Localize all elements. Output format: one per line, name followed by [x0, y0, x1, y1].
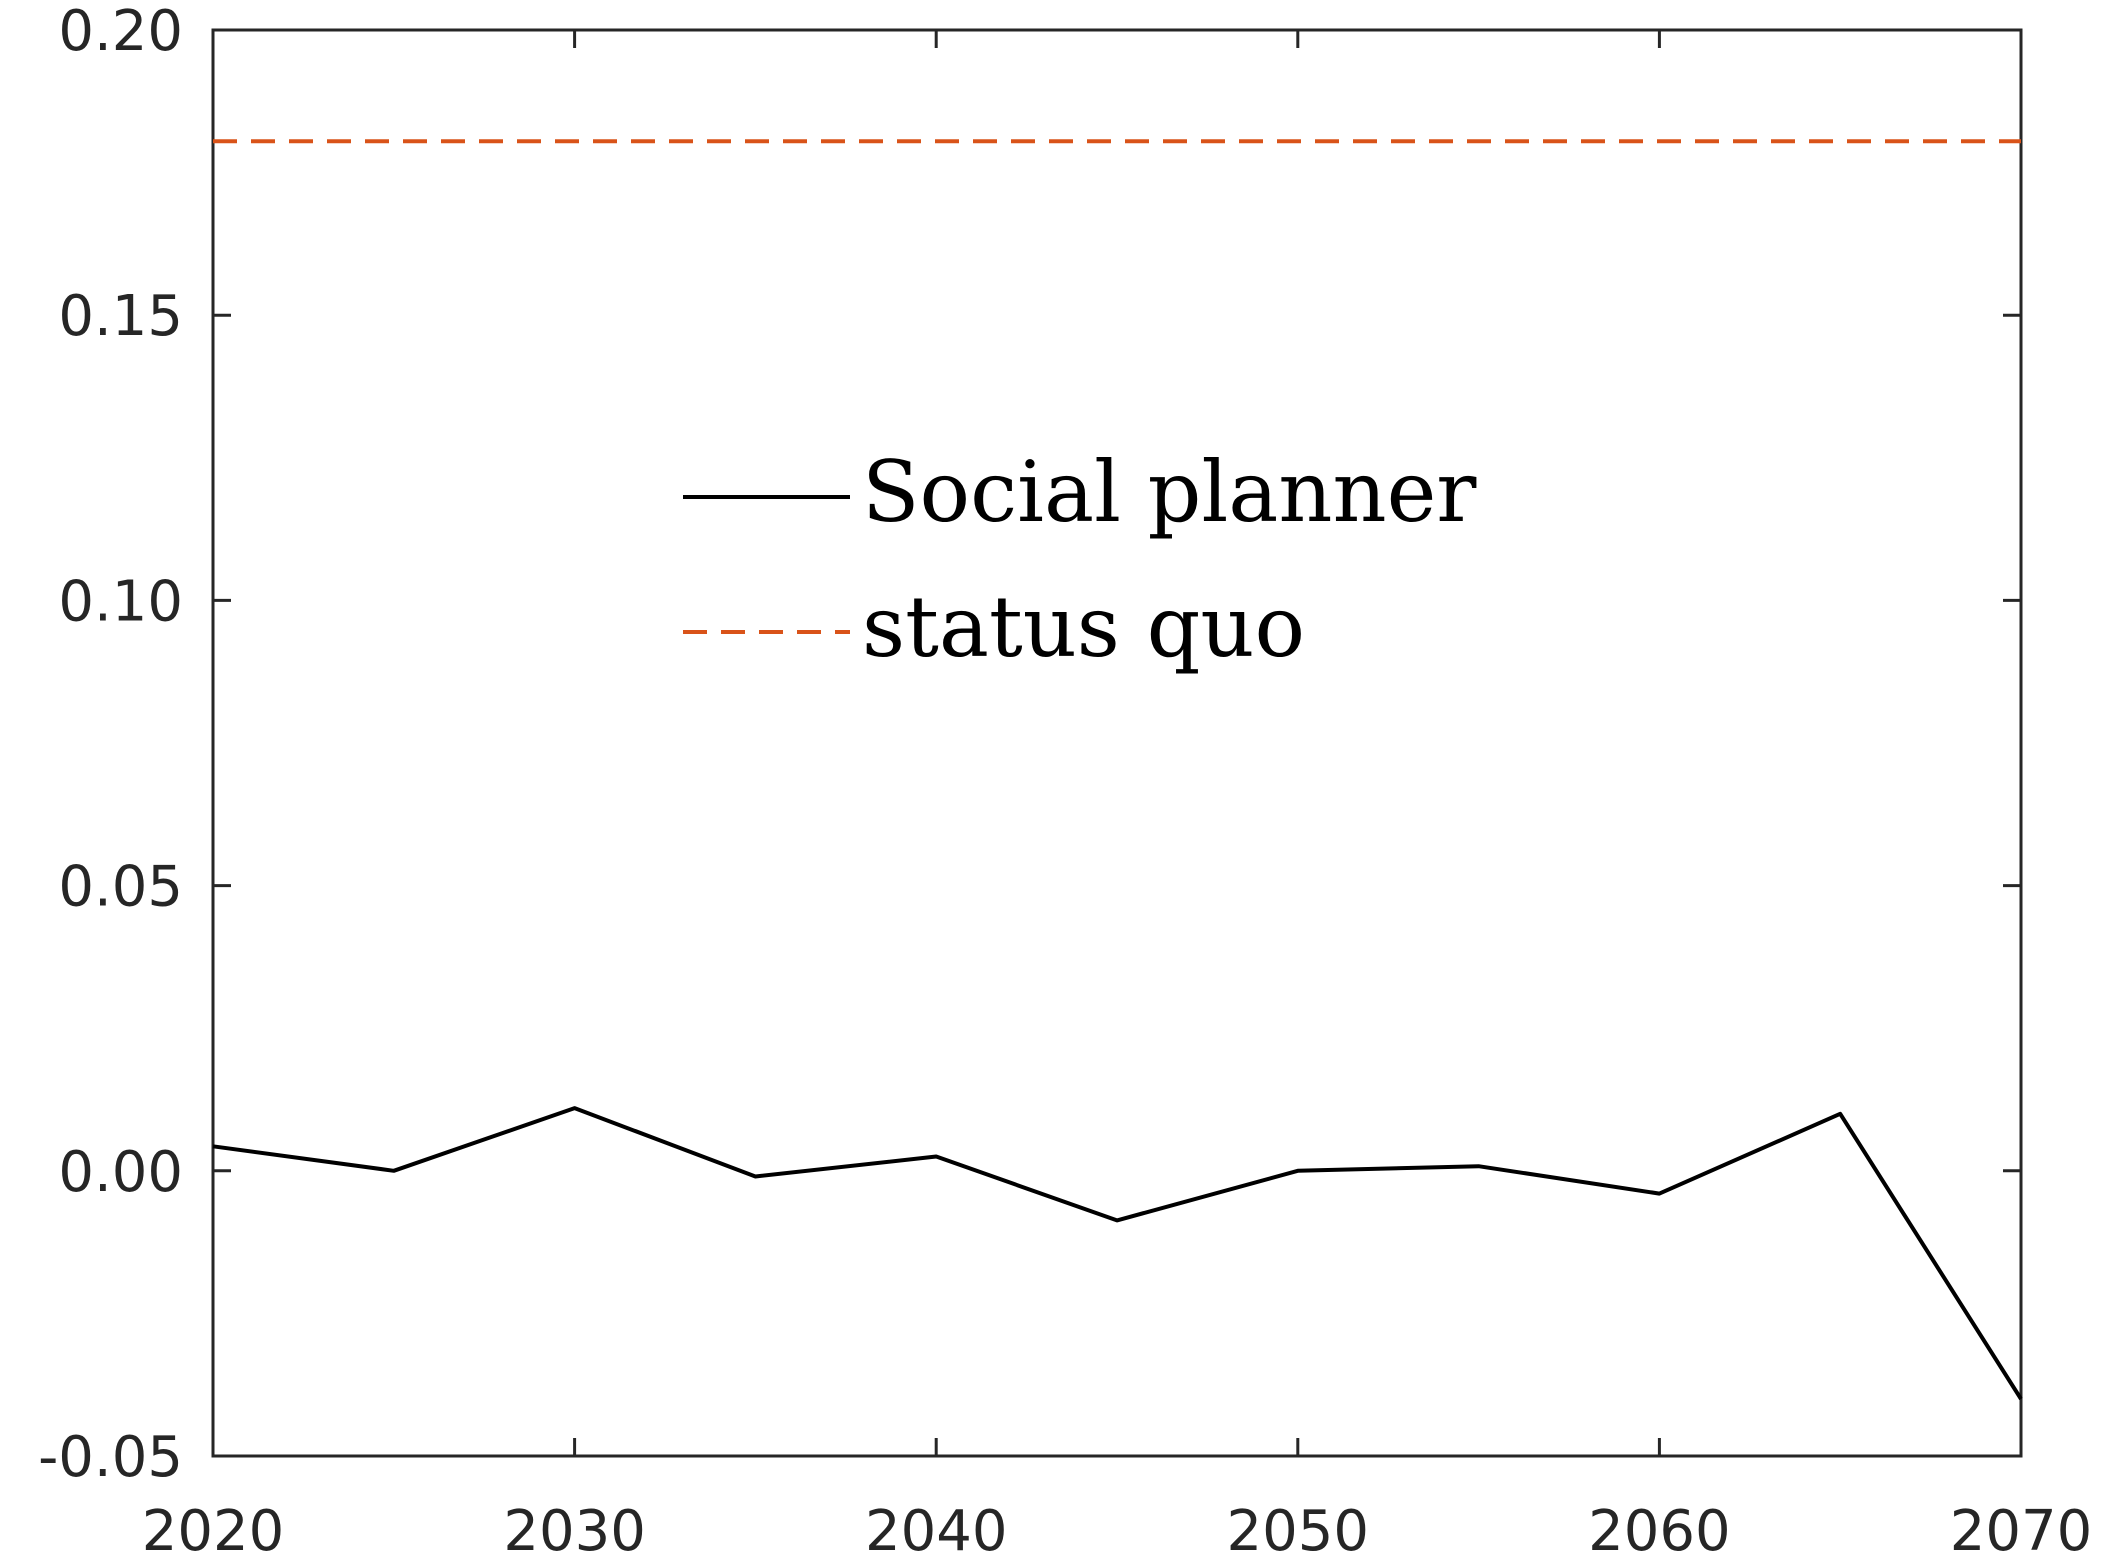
x-tick-label: 2060	[1588, 1499, 1731, 1554]
y-tick-label: 0.20	[58, 0, 183, 64]
plot-area	[211, 28, 2023, 1458]
y-tick-label: -0.05	[38, 1425, 183, 1490]
x-tick-label: 2050	[1227, 1499, 1370, 1554]
x-tick-label: 2040	[865, 1499, 1008, 1554]
legend-label-social-planner: Social planner	[862, 443, 1477, 541]
y-tick-label: 0.15	[58, 284, 183, 349]
legend: Social planner status quo	[683, 443, 1477, 676]
y-tick-label: 0.10	[58, 569, 183, 634]
series-line-social-planner	[212, 1106, 2023, 1401]
series-lines	[212, 139, 2023, 1401]
y-tick-label: 0.00	[58, 1140, 183, 1205]
x-tick-label: 2030	[503, 1499, 646, 1554]
x-tick-label: 2020	[142, 1499, 285, 1554]
y-tick-label: 0.05	[58, 855, 183, 920]
legend-label-status-quo: status quo	[862, 578, 1305, 676]
axis-ticks	[211, 28, 2023, 1458]
y-axis-tick-labels: -0.05 0.00 0.05 0.10 0.15 0.20	[38, 0, 183, 1490]
x-tick-label: 2070	[1950, 1499, 2093, 1554]
x-axis-tick-labels: 2020 2030 2040 2050 2060 2070	[142, 1499, 2093, 1554]
